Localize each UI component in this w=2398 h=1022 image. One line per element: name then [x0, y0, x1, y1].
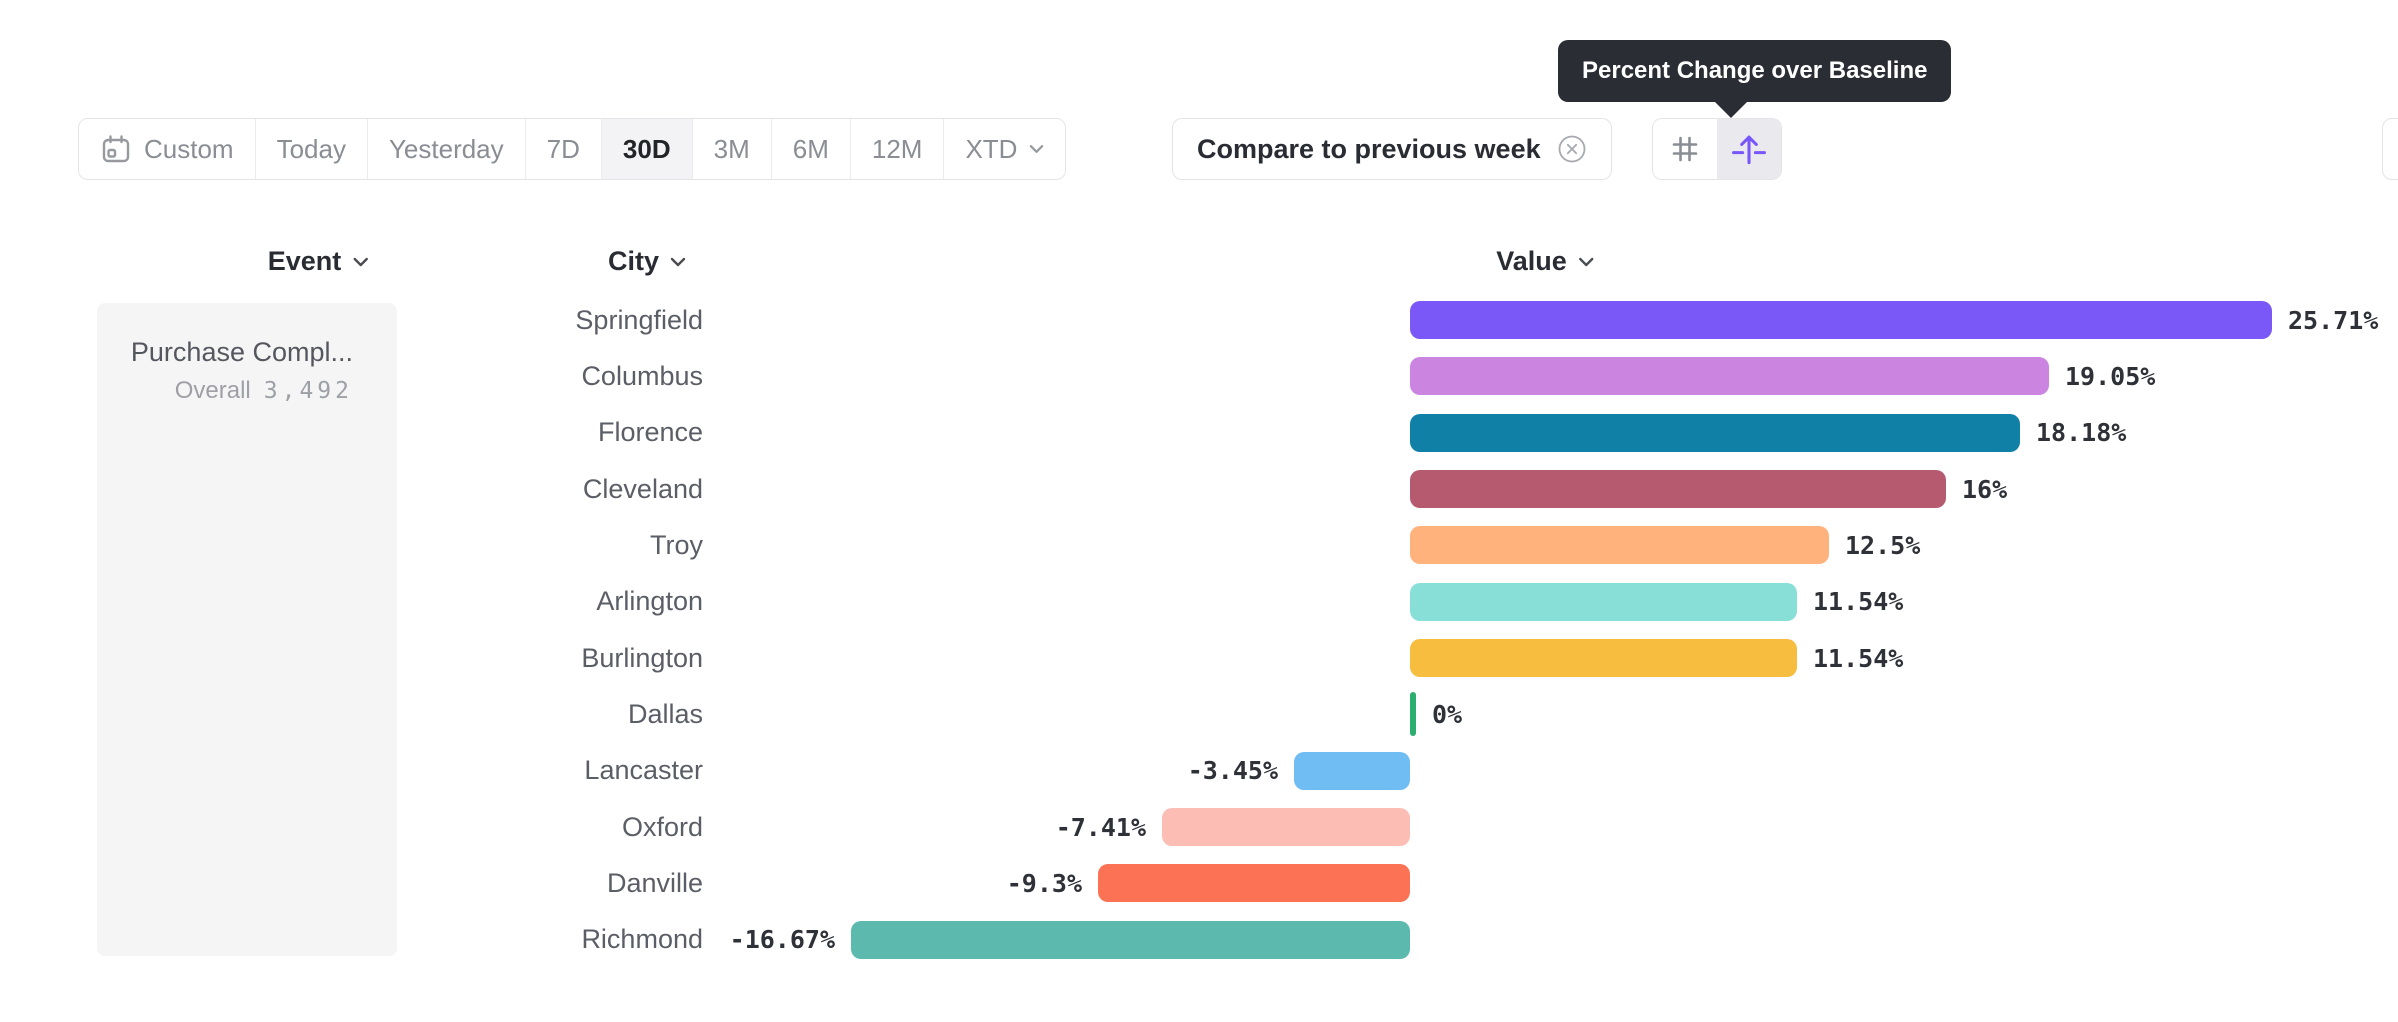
value-label: 19.05% — [2065, 361, 2156, 391]
column-header-event-label: Event — [267, 246, 342, 276]
tooltip-caret — [1714, 101, 1748, 118]
city-label: Cleveland — [582, 473, 703, 504]
tooltip-text: Percent Change over Baseline — [1582, 57, 1928, 84]
button-label: Today — [276, 133, 346, 164]
value-label: -3.45% — [1187, 756, 1278, 786]
value-label: 11.54% — [1813, 643, 1904, 673]
button-label: Custom — [144, 133, 234, 164]
date-button[interactable]: 12M — [850, 119, 945, 179]
value-label: -7.41% — [1055, 812, 1146, 842]
value-label: 25.71% — [2288, 305, 2379, 335]
chevron-down-icon — [1578, 257, 1594, 267]
value-label: -9.3% — [1006, 868, 1082, 898]
date-button[interactable]: 6M — [771, 119, 851, 179]
city-label: Dallas — [627, 698, 703, 729]
date-button[interactable]: Yesterday — [367, 119, 526, 179]
tooltip: Percent Change over Baseline — [1558, 40, 1952, 118]
date-button[interactable]: Custom — [79, 119, 256, 179]
date-button[interactable]: XTD — [944, 119, 1066, 179]
button-label: 12M — [871, 133, 923, 164]
button-label: 6M — [792, 133, 829, 164]
value-label: 18.18% — [2036, 418, 2127, 448]
cutoff-button[interactable] — [2382, 118, 2398, 180]
chart-row: Cleveland 16% — [0, 461, 2398, 517]
chart-rows: Springfield 25.71% Columbus 19.05% Flore… — [0, 292, 2398, 968]
close-circle-icon[interactable] — [1557, 134, 1587, 164]
event-title: Purchase Compl... — [130, 337, 353, 367]
chart-row: Arlington 11.54% — [0, 574, 2398, 630]
button-label: 30D — [622, 133, 671, 164]
value-bar[interactable] — [1162, 807, 1410, 846]
value-bar[interactable] — [1410, 413, 2020, 452]
value-label: 12.5% — [1845, 530, 1921, 560]
date-button[interactable]: 7D — [525, 119, 602, 179]
button-label: Yesterday — [388, 133, 504, 164]
chevron-down-icon — [1029, 144, 1044, 154]
date-button[interactable]: Today — [255, 119, 368, 179]
chart-row: Danville -9.3% — [0, 855, 2398, 911]
chart-row: Florence 18.18% — [0, 405, 2398, 461]
value-bar[interactable] — [851, 920, 1410, 959]
value-label: -16.67% — [729, 925, 835, 955]
city-label: Burlington — [581, 642, 703, 673]
value-bar[interactable] — [1294, 751, 1410, 790]
city-label: Oxford — [621, 811, 703, 842]
city-label: Springfield — [575, 304, 703, 335]
chart-row: Dallas 0% — [0, 686, 2398, 742]
date-range-group: Custom Today Yesterday 7D 30D 3M 6M — [78, 118, 1067, 180]
chart-display-toggle — [1652, 118, 1782, 180]
chart-row: Columbus 19.05% — [0, 348, 2398, 404]
chevron-down-icon — [670, 257, 686, 267]
column-header-value-label: Value — [1496, 246, 1567, 276]
column-header-city-label: City — [607, 246, 660, 276]
chart-row: Lancaster -3.45% — [0, 743, 2398, 799]
event-overall-row: Overall 3,492 — [175, 377, 353, 405]
calendar-icon — [100, 133, 132, 165]
city-label: Florence — [597, 417, 703, 448]
value-bar[interactable] — [1410, 582, 1797, 621]
percent-change-button[interactable] — [1717, 119, 1781, 179]
chart-row: Burlington 11.54% — [0, 630, 2398, 686]
event-panel[interactable]: Purchase Compl... Overall 3,492 — [97, 303, 397, 956]
value-bar[interactable] — [1410, 638, 1797, 677]
city-label: Lancaster — [584, 755, 703, 786]
value-bar[interactable] — [1410, 469, 1946, 508]
compare-chip[interactable]: Compare to previous week — [1172, 118, 1612, 180]
date-button[interactable]: 3M — [692, 119, 772, 179]
compare-chip-label: Compare to previous week — [1197, 133, 1541, 164]
column-header-city[interactable]: City — [608, 246, 686, 277]
value-label: 16% — [1962, 474, 2008, 504]
city-label: Arlington — [596, 586, 703, 617]
value-bar[interactable] — [1098, 864, 1410, 903]
value-bar[interactable] — [1410, 301, 2272, 339]
value-label: 11.54% — [1813, 587, 1904, 617]
percent-change-icon — [1729, 129, 1769, 169]
chevron-down-icon — [352, 257, 368, 267]
city-label: Richmond — [581, 924, 703, 955]
button-label: XTD — [965, 133, 1018, 164]
value-bar[interactable] — [1410, 526, 1829, 565]
column-header-value[interactable]: Value — [1496, 246, 1594, 277]
city-label: Columbus — [581, 360, 703, 391]
chart-row: Troy 12.5% — [0, 517, 2398, 573]
event-overall-label: Overall — [174, 377, 251, 404]
chart-row: Springfield 25.71% — [0, 292, 2398, 348]
button-label: 3M — [713, 133, 750, 164]
column-header-event[interactable]: Event — [268, 246, 369, 277]
number-format-button[interactable] — [1653, 119, 1717, 179]
date-button[interactable]: 30D — [601, 119, 693, 179]
value-bar[interactable] — [1410, 692, 1416, 737]
chart-row: Richmond -16.67% — [0, 912, 2398, 968]
value-label: 0% — [1432, 699, 1463, 729]
hash-icon — [1668, 132, 1702, 166]
chart-row: Oxford -7.41% — [0, 799, 2398, 855]
event-overall-value: 3,492 — [263, 378, 353, 404]
city-label: Danville — [606, 867, 703, 898]
city-label: Troy — [650, 529, 703, 560]
button-label: 7D — [546, 133, 580, 164]
value-bar[interactable] — [1410, 357, 2049, 396]
